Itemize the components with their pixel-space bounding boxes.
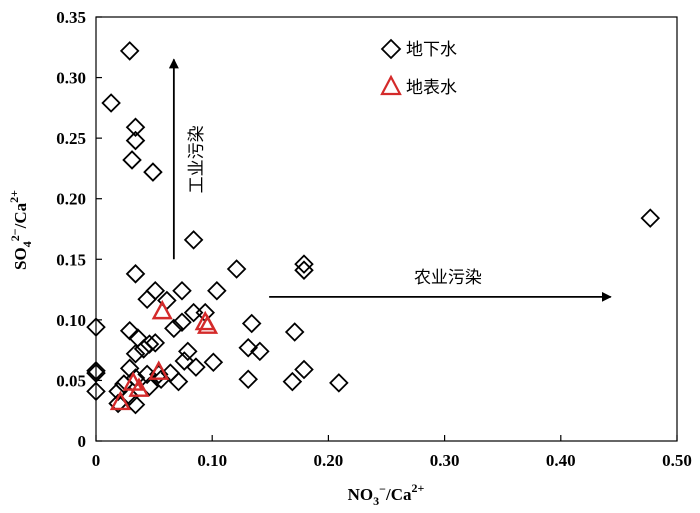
x-tick-label: 0.50 (662, 451, 692, 470)
groundwater-point (168, 371, 189, 392)
groundwater-point (86, 360, 106, 381)
groundwater-point (125, 130, 146, 151)
x-axis-title: NO3−/Ca2+ (348, 481, 425, 508)
groundwater-point (86, 381, 106, 402)
groundwater-point (125, 264, 146, 284)
groundwater-point (174, 351, 195, 371)
groundwater-point (139, 376, 160, 397)
groundwater-point (183, 230, 204, 250)
surfacewater-point (151, 299, 173, 320)
x-tick-label: 0 (92, 451, 101, 470)
y-axis: 0 0.05 0.10 0.15 0.20 0.25 0.30 0.35 (56, 8, 102, 451)
groundwater-point (125, 394, 146, 415)
x-tick-label: 0.40 (546, 451, 576, 470)
y-tick-label: 0.20 (56, 190, 86, 209)
groundwater-point (284, 322, 305, 342)
groundwater-point (172, 281, 192, 301)
industrial-label: 工业污染 (187, 125, 207, 193)
groundwater-point (241, 313, 262, 334)
surfacewater-point (109, 390, 131, 411)
y-tick-label: 0.25 (56, 129, 86, 148)
x-axis: 0 0.10 0.20 0.30 0.40 0.50 (92, 435, 692, 470)
x-tick-label: 0.20 (314, 451, 344, 470)
x-tick-label: 0.10 (197, 451, 227, 470)
data-points (86, 41, 661, 415)
groundwater-point (226, 259, 247, 279)
groundwater-point (329, 373, 349, 393)
groundwater-point (164, 318, 184, 339)
groundwater-point (294, 359, 314, 380)
legend-label-groundwater: 地下水 (406, 40, 457, 60)
y-tick-label: 0.30 (56, 69, 86, 88)
legend-marker-groundwater (380, 38, 402, 60)
surfacewater-point (194, 310, 216, 331)
groundwater-point (203, 352, 224, 373)
y-axis-title: SO42−/Ca2+ (7, 190, 34, 270)
surfacewater-point (128, 377, 150, 397)
groundwater-point (119, 41, 140, 61)
groundwater-point (137, 289, 157, 310)
groundwater-point (282, 371, 303, 392)
y-tick-label: 0.10 (56, 311, 86, 330)
groundwater-point (119, 358, 140, 379)
groundwater-point (207, 281, 227, 301)
groundwater-point (186, 357, 206, 377)
groundwater-point (640, 208, 661, 228)
legend-label-surfacewater: 地表水 (406, 78, 457, 98)
groundwater-point (125, 344, 146, 364)
groundwater-point (294, 260, 314, 280)
groundwater-point (143, 162, 163, 182)
groundwater-point (238, 369, 258, 389)
groundwater-point (86, 317, 106, 337)
groundwater-point (119, 386, 140, 406)
groundwater-point (145, 333, 166, 353)
legend: 地下水 地表水 (380, 38, 457, 98)
surfacewater-point (148, 360, 170, 380)
y-tick-label: 0.15 (56, 250, 86, 269)
groundwater-point (178, 341, 198, 362)
groundwater-point (122, 150, 142, 170)
groundwater-point (294, 254, 314, 274)
plot-frame (95, 16, 678, 442)
y-tick-label: 0.05 (56, 371, 86, 390)
y-tick-label: 0.35 (56, 8, 86, 27)
legend-marker-surfacewater (380, 74, 402, 96)
groundwater-point (250, 341, 270, 362)
y-tick-label: 0 (78, 432, 87, 451)
groundwater-point (172, 312, 192, 333)
groundwater-point (238, 337, 258, 358)
groundwater-point (125, 117, 146, 138)
x-tick-label: 0.30 (430, 451, 460, 470)
groundwater-point (101, 93, 121, 113)
agricultural-label: 农业污染 (414, 268, 482, 288)
